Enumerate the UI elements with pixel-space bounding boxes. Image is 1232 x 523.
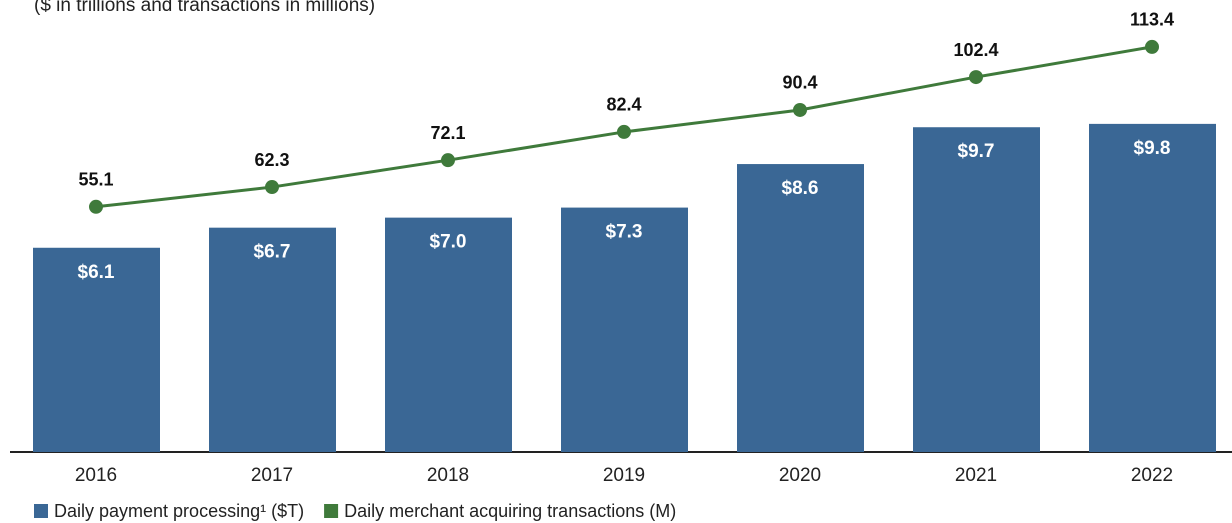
bar — [737, 164, 864, 452]
line-point — [617, 124, 631, 139]
bar — [913, 127, 1040, 453]
bar — [385, 217, 512, 452]
bar-value-label: $8.6 — [782, 178, 819, 199]
x-tick-label: 2016 — [75, 465, 117, 486]
bar-value-label: $6.7 — [254, 242, 291, 263]
legend-label: Daily merchant acquiring transactions (M… — [344, 501, 676, 521]
x-tick-label: 2022 — [1131, 465, 1173, 486]
chart-subtitle: ($ in trillions and transactions in mill… — [34, 0, 375, 16]
line-point — [89, 199, 103, 214]
line-value-label: 55.1 — [78, 170, 113, 190]
bar-value-label: $9.8 — [1134, 138, 1171, 159]
bar-value-label: $7.0 — [430, 232, 467, 253]
bar — [561, 207, 688, 452]
line-value-label: 90.4 — [782, 73, 817, 93]
line-point — [969, 70, 983, 85]
x-tick-label: 2020 — [779, 465, 821, 486]
x-tick-label: 2018 — [427, 465, 469, 486]
x-tick-label: 2021 — [955, 465, 997, 486]
line-point — [1145, 39, 1159, 54]
line-point — [265, 180, 279, 195]
bar-value-label: $6.1 — [78, 262, 115, 283]
bar — [33, 247, 160, 452]
bar — [209, 227, 336, 452]
legend-label: Daily payment processing¹ ($T) — [54, 501, 304, 521]
x-tick-label: 2017 — [251, 465, 293, 486]
legend-swatch — [34, 504, 48, 518]
line-value-label: 82.4 — [606, 95, 641, 115]
line-value-label: 62.3 — [254, 150, 289, 170]
bar-value-label: $7.3 — [606, 222, 643, 243]
bar-value-label: $9.7 — [958, 141, 995, 162]
line-value-label: 113.4 — [1130, 10, 1174, 30]
line-point — [441, 153, 455, 168]
legend-swatch — [324, 504, 339, 518]
x-tick-label: 2019 — [603, 465, 645, 486]
line-value-label: 102.4 — [953, 40, 998, 60]
bar — [1089, 123, 1216, 453]
line-value-label: 72.1 — [430, 123, 465, 143]
line-point — [793, 102, 807, 117]
